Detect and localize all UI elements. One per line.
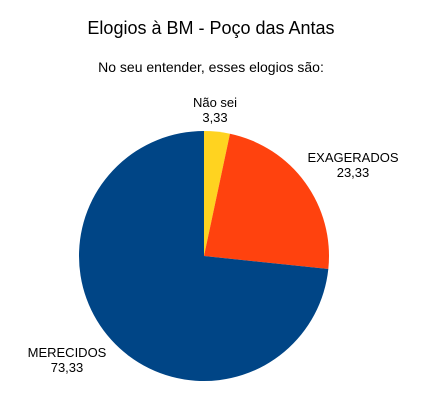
slice-label: MERECIDOS xyxy=(28,345,107,360)
pie-slices xyxy=(79,131,330,382)
pie-slice-n-o-sei xyxy=(204,131,230,256)
slice-value-label: 23,33 xyxy=(337,165,370,180)
pie-slice-merecidos xyxy=(79,131,329,382)
pie-slice-exagerados xyxy=(204,133,330,270)
chart-subtitle: No seu entender, esses elogios são: xyxy=(98,59,324,75)
slice-label: EXAGERADOS xyxy=(307,150,398,165)
slice-label: Não sei xyxy=(193,95,237,110)
slice-value-label: 3,33 xyxy=(202,110,227,125)
chart-title: Elogios à BM - Poço das Antas xyxy=(87,18,334,38)
slice-value-label: 73,33 xyxy=(51,360,84,375)
